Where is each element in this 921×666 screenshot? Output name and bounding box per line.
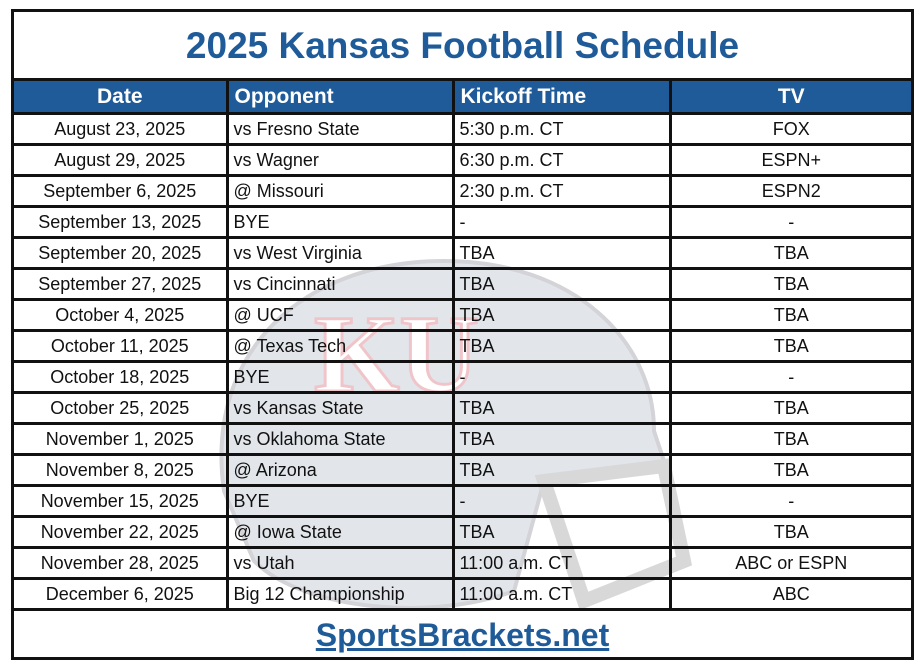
table-row: November 15, 2025 BYE - - bbox=[14, 485, 911, 518]
cell-date: September 13, 2025 bbox=[14, 206, 227, 239]
sportsbrackets-link[interactable]: SportsBrackets.net bbox=[315, 617, 610, 653]
cell-date: August 29, 2025 bbox=[14, 144, 227, 177]
cell-kickoff: TBA bbox=[451, 392, 670, 425]
cell-date: October 11, 2025 bbox=[14, 330, 227, 363]
cell-opponent: vs Oklahoma State bbox=[225, 423, 453, 456]
cell-tv: ABC or ESPN bbox=[668, 547, 911, 580]
table-row: October 11, 2025 @ Texas Tech TBA TBA bbox=[14, 330, 911, 363]
table-row: October 25, 2025 vs Kansas State TBA TBA bbox=[14, 392, 911, 425]
cell-tv: TBA bbox=[668, 330, 911, 363]
cell-date: September 27, 2025 bbox=[14, 268, 227, 301]
cell-opponent: vs West Virginia bbox=[225, 237, 453, 270]
cell-opponent: BYE bbox=[225, 485, 453, 518]
table-row: September 6, 2025 @ Missouri 2:30 p.m. CT E… bbox=[14, 175, 911, 208]
cell-opponent: @ Iowa State bbox=[225, 516, 453, 549]
cell-tv: - bbox=[668, 361, 911, 394]
cell-opponent: vs Kansas State bbox=[225, 392, 453, 425]
cell-date: August 23, 2025 bbox=[14, 113, 227, 146]
cell-opponent: Big 12 Championship bbox=[225, 578, 453, 611]
cell-tv: TBA bbox=[668, 454, 911, 487]
schedule-table: Date Opponent Kickoff Time TV August 23,… bbox=[14, 81, 911, 611]
cell-opponent: BYE bbox=[225, 361, 453, 394]
cell-date: September 6, 2025 bbox=[14, 175, 227, 208]
table-row: November 8, 2025 @ Arizona TBA TBA bbox=[14, 454, 911, 487]
table-row: December 6, 2025 Big 12 Championship 11:00… bbox=[14, 578, 911, 611]
column-header-tv: TV bbox=[668, 81, 911, 115]
column-header-date: Date bbox=[14, 81, 227, 115]
cell-kickoff: 2:30 p.m. CT bbox=[451, 175, 670, 208]
cell-date: October 25, 2025 bbox=[14, 392, 227, 425]
cell-date: October 18, 2025 bbox=[14, 361, 227, 394]
cell-tv: ABC bbox=[668, 578, 911, 611]
page-title: 2025 Kansas Football Schedule bbox=[14, 12, 911, 81]
cell-kickoff: TBA bbox=[451, 330, 670, 363]
table-row: November 28, 2025 vs Utah 11:00 a.m. CT ABC… bbox=[14, 547, 911, 580]
cell-opponent: vs Fresno State bbox=[225, 113, 453, 146]
table-row: November 1, 2025 vs Oklahoma State TBA TBA bbox=[14, 423, 911, 456]
cell-kickoff: - bbox=[451, 206, 670, 239]
cell-tv: TBA bbox=[668, 516, 911, 549]
cell-kickoff: TBA bbox=[451, 268, 670, 301]
cell-tv: ESPN2 bbox=[668, 175, 911, 208]
cell-kickoff: 6:30 p.m. CT bbox=[451, 144, 670, 177]
cell-tv: ESPN+ bbox=[668, 144, 911, 177]
cell-kickoff: TBA bbox=[451, 237, 670, 270]
cell-date: December 6, 2025 bbox=[14, 578, 227, 611]
table-row: August 29, 2025 vs Wagner 6:30 p.m. CT ESPN… bbox=[14, 144, 911, 177]
cell-tv: TBA bbox=[668, 299, 911, 332]
cell-opponent: @ Arizona bbox=[225, 454, 453, 487]
table-row: November 22, 2025 @ Iowa State TBA TBA bbox=[14, 516, 911, 549]
cell-opponent: vs Wagner bbox=[225, 144, 453, 177]
cell-tv: TBA bbox=[668, 268, 911, 301]
cell-date: November 22, 2025 bbox=[14, 516, 227, 549]
header-row: Date Opponent Kickoff Time TV bbox=[14, 81, 911, 115]
table-row: October 18, 2025 BYE - - bbox=[14, 361, 911, 394]
cell-opponent: vs Cincinnati bbox=[225, 268, 453, 301]
cell-kickoff: TBA bbox=[451, 423, 670, 456]
cell-opponent: vs Utah bbox=[225, 547, 453, 580]
cell-opponent: @ Texas Tech bbox=[225, 330, 453, 363]
cell-tv: TBA bbox=[668, 392, 911, 425]
cell-kickoff: 5:30 p.m. CT bbox=[451, 113, 670, 146]
cell-date: November 1, 2025 bbox=[14, 423, 227, 456]
schedule-sheet: 2025 Kansas Football Schedule KU Date Op… bbox=[11, 9, 914, 660]
footer: SportsBrackets.net bbox=[14, 611, 911, 657]
cell-kickoff: - bbox=[451, 361, 670, 394]
cell-kickoff: TBA bbox=[451, 454, 670, 487]
cell-tv: - bbox=[668, 485, 911, 518]
table-row: September 27, 2025 vs Cincinnati TBA TBA bbox=[14, 268, 911, 301]
cell-kickoff: 11:00 a.m. CT bbox=[451, 547, 670, 580]
cell-kickoff: - bbox=[451, 485, 670, 518]
cell-tv: FOX bbox=[668, 113, 911, 146]
cell-date: September 20, 2025 bbox=[14, 237, 227, 270]
cell-date: November 8, 2025 bbox=[14, 454, 227, 487]
column-header-opponent: Opponent bbox=[225, 81, 453, 115]
table-row: October 4, 2025 @ UCF TBA TBA bbox=[14, 299, 911, 332]
cell-kickoff: TBA bbox=[451, 516, 670, 549]
table-row: August 23, 2025 vs Fresno State 5:30 p.m. … bbox=[14, 113, 911, 146]
cell-tv: - bbox=[668, 206, 911, 239]
cell-opponent: @ UCF bbox=[225, 299, 453, 332]
cell-tv: TBA bbox=[668, 423, 911, 456]
cell-kickoff: TBA bbox=[451, 299, 670, 332]
column-header-kickoff: Kickoff Time bbox=[451, 81, 670, 115]
cell-opponent: BYE bbox=[225, 206, 453, 239]
cell-date: October 4, 2025 bbox=[14, 299, 227, 332]
cell-date: November 15, 2025 bbox=[14, 485, 227, 518]
cell-date: November 28, 2025 bbox=[14, 547, 227, 580]
cell-kickoff: 11:00 a.m. CT bbox=[451, 578, 670, 611]
table-row: September 13, 2025 BYE - - bbox=[14, 206, 911, 239]
table-row: September 20, 2025 vs West Virginia TBA TBA bbox=[14, 237, 911, 270]
cell-tv: TBA bbox=[668, 237, 911, 270]
cell-opponent: @ Missouri bbox=[225, 175, 453, 208]
